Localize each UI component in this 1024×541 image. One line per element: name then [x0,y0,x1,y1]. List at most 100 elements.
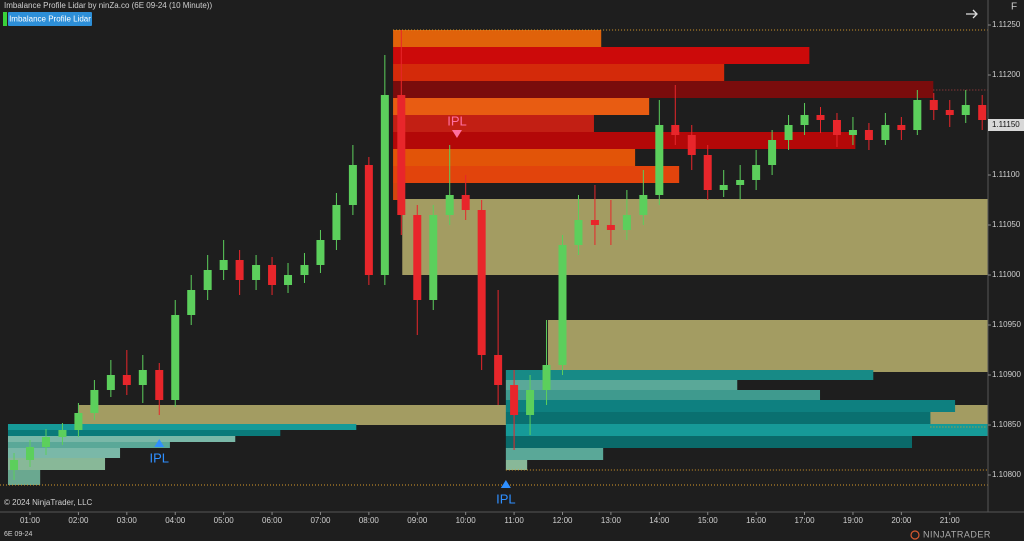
candle-body [800,115,809,125]
candle-body [41,437,50,447]
candle-body [687,135,696,155]
candle-body [897,125,906,130]
candle-body [929,100,938,110]
candle-body [219,260,228,270]
candle-body [268,265,277,285]
x-tick-label: 19:00 [843,516,864,525]
x-tick-label: 05:00 [214,516,235,525]
candle-body [106,375,115,390]
y-tick-label: 1.11000 [992,270,1021,279]
candle-body [784,125,793,140]
candle-body [252,265,261,280]
y-tick-label: 1.11050 [992,220,1021,229]
profile-zone [393,149,636,166]
candle-body [510,385,519,415]
x-tick-label: 02:00 [68,516,89,525]
candle-body [122,375,131,385]
profile-zone [505,436,912,448]
candle-body [58,430,67,437]
candle-body [284,275,293,285]
x-tick-label: 06:00 [262,516,283,525]
candle-body [703,155,712,190]
x-tick-label: 10:00 [456,516,477,525]
last-price-tag [988,119,1024,131]
candle-body [655,125,664,195]
profile-zone [393,132,856,149]
candle-body [978,105,987,120]
x-tick-label: 04:00 [165,516,186,525]
candle-body [671,125,680,135]
profile-zone [7,470,41,485]
candle-body [171,315,180,400]
signal-marker [154,439,165,447]
candle-body [558,245,567,365]
signal-label: IPL [150,450,170,465]
indicator-button-label[interactable]: Imbalance Profile Lidar [9,15,91,24]
candle-body [461,195,470,210]
candle-body [380,95,389,275]
candle-body [203,270,212,290]
candle-body [445,195,454,215]
candle-body [736,180,745,185]
candle-body [945,110,954,115]
profile-zone [393,47,810,64]
y-tick-label: 1.11100 [992,170,1020,179]
candle-body [348,165,357,205]
candle-body [429,215,438,300]
profile-zone [505,424,988,436]
profile-zone [393,166,680,183]
candle-body [719,185,728,190]
profile-zone [7,448,121,458]
profile-zone [505,460,528,470]
candle-body [364,165,373,275]
signal-label: IPL [447,113,467,128]
candle-body [639,195,648,215]
profile-zone [393,64,725,81]
candle-body [848,130,857,135]
candle-body [768,140,777,165]
candle-body [74,413,83,430]
candle-body [526,390,535,415]
profile-zone [7,458,106,470]
signal-label: IPL [496,491,516,506]
x-tick-label: 17:00 [795,516,816,525]
profile-zone [7,436,236,442]
candle-body [155,370,164,400]
window-title: Imbalance Profile Lidar by ninZa.co (6E … [4,1,212,10]
plot-area: IPL IPL IPL [0,29,988,506]
profile-zone [393,81,934,98]
copyright: © 2024 NinjaTrader, LLC [4,498,93,507]
candle-body [26,447,35,460]
candle-body [187,290,196,315]
signal-marker [500,480,511,488]
candle-body [316,240,325,265]
logo: NINJATRADER [923,529,991,539]
candle-body [816,115,825,120]
x-tick-label: 12:00 [552,516,573,525]
profile-zone [547,320,988,372]
candle-body [913,100,922,130]
candle-body [90,390,99,413]
y-tick-label: 1.10900 [992,370,1021,379]
instrument-label: 6E 09-24 [4,531,33,538]
profile-zone [505,390,821,400]
y-tick-label: 1.11200 [992,70,1021,79]
profile-zone [505,412,931,424]
x-tick-label: 11:00 [504,516,524,525]
candle-body [961,105,970,115]
profile-zone [505,380,738,390]
x-tick-label: 08:00 [359,516,380,525]
profile-zone [393,115,594,132]
y-tick-label: 1.10850 [992,420,1021,429]
profile-zone [7,430,281,436]
indicator-button[interactable] [8,12,92,26]
corner-button[interactable]: F [1011,2,1017,13]
y-tick-label: 1.10800 [992,470,1021,479]
x-tick-label: 07:00 [310,516,331,525]
candle-body [235,260,244,280]
candle-body [881,125,890,140]
candle-body [138,370,147,385]
profile-zone [505,448,604,460]
arrow-icon[interactable] [966,9,978,19]
x-tick-label: 21:00 [940,516,961,525]
